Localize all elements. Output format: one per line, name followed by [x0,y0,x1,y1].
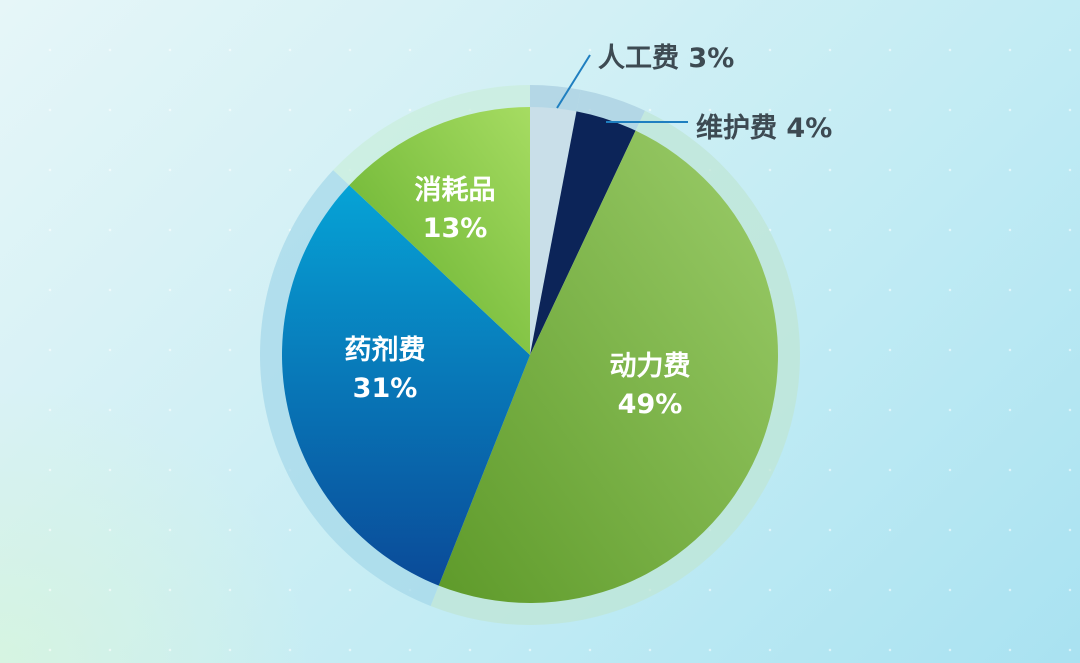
label-chemicals: 药剂费 31% [305,332,465,408]
label-labor: 人工费 3% [598,43,735,74]
leader-line-labor [556,54,591,109]
label-chemicals-name: 药剂费 [344,335,426,366]
pie-slice-consumables [349,107,530,355]
label-chemicals-value: 31% [352,373,418,404]
label-power-value: 49% [617,389,683,420]
label-consumables-name: 消耗品 [414,175,496,206]
pie-slice-power [438,130,779,604]
pie-slice-maintenance [530,111,636,355]
label-power: 动力费 49% [570,348,730,424]
pie-slice-chemicals [281,185,530,586]
pie-slice-labor [530,107,577,355]
label-consumables: 消耗品 13% [375,172,535,248]
label-power-name: 动力费 [609,351,691,382]
label-consumables-value: 13% [422,213,488,244]
label-maintenance: 维护费 4% [696,113,833,144]
